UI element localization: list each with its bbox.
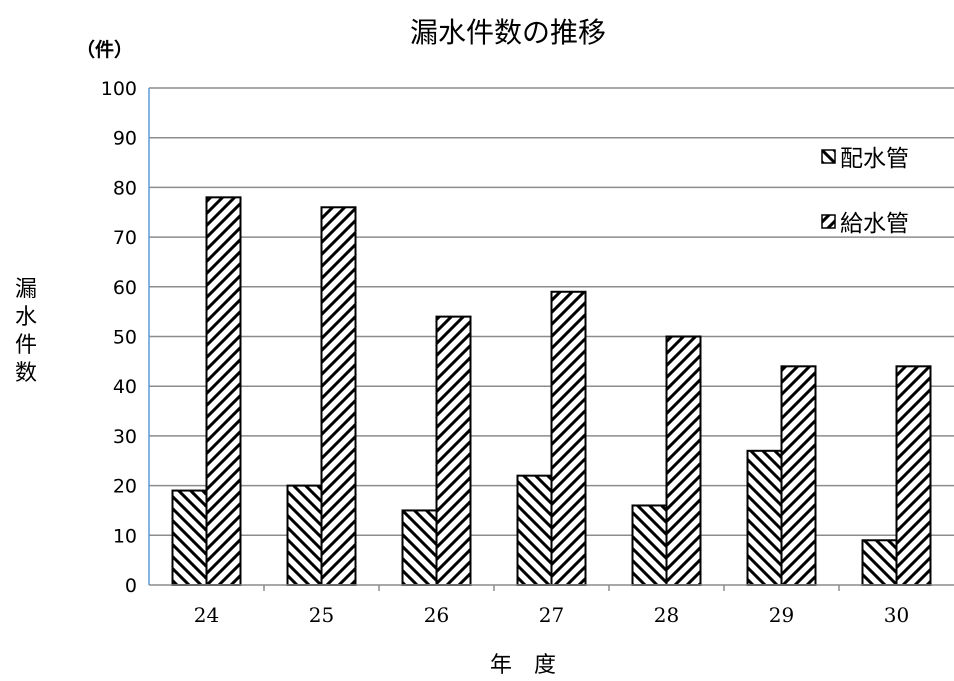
bar-配水管-27 <box>516 474 553 586</box>
x-tick-label-29: 29 <box>769 603 794 627</box>
legend-swatch-給水管 <box>821 214 836 229</box>
y-tick-labels: 0 10 20 30 40 50 60 70 80 90 100 <box>101 78 137 597</box>
bar-配水管-29 <box>746 449 783 586</box>
bars <box>171 196 932 587</box>
x-tick-label-25: 25 <box>309 603 334 627</box>
y-tick-label: 80 <box>113 177 137 199</box>
x-tick-labels: 24 25 26 27 28 29 30 <box>194 585 909 627</box>
legend-label-給水管: 給水管 <box>840 211 909 237</box>
chart-title: 漏水件数の推移 <box>410 16 606 49</box>
bar-配水管-28 <box>631 504 668 587</box>
bar-配水管-30 <box>861 539 898 587</box>
y-tick-label: 30 <box>113 426 137 448</box>
y-axis-label: 漏水件数 <box>15 277 37 386</box>
y-axis-unit: （件） <box>76 38 133 61</box>
x-tick-label-30: 30 <box>884 603 909 627</box>
bar-配水管-26 <box>401 509 438 587</box>
y-tick-label: 0 <box>125 575 137 597</box>
bar-給水管-25 <box>320 206 357 586</box>
legend-label-配水管: 配水管 <box>840 146 909 172</box>
legend: 配水管 給水管 <box>821 146 909 237</box>
x-tick-label-27: 27 <box>539 603 564 627</box>
x-tick-label-24: 24 <box>194 603 219 627</box>
y-tick-label: 60 <box>113 277 137 299</box>
y-tick-label: 10 <box>113 525 137 547</box>
bar-給水管-28 <box>665 335 702 586</box>
bar-給水管-30 <box>895 365 932 586</box>
bar-給水管-24 <box>205 196 242 586</box>
y-tick-label: 50 <box>113 327 137 349</box>
legend-swatch-配水管 <box>821 149 836 164</box>
bar-給水管-26 <box>435 315 472 586</box>
y-tick-label: 40 <box>113 376 137 398</box>
x-tick-label-28: 28 <box>654 603 679 627</box>
y-tick-label: 100 <box>101 78 137 100</box>
bar-配水管-24 <box>171 489 208 587</box>
y-tick-label: 90 <box>113 128 137 150</box>
bar-給水管-29 <box>780 365 817 586</box>
bar-配水管-25 <box>286 484 323 587</box>
y-tick-label: 70 <box>113 227 137 249</box>
x-tick-label-26: 26 <box>424 603 449 627</box>
x-axis-label: 年 度 <box>490 653 556 678</box>
y-tick-label: 20 <box>113 476 137 498</box>
bar-給水管-27 <box>550 290 587 586</box>
